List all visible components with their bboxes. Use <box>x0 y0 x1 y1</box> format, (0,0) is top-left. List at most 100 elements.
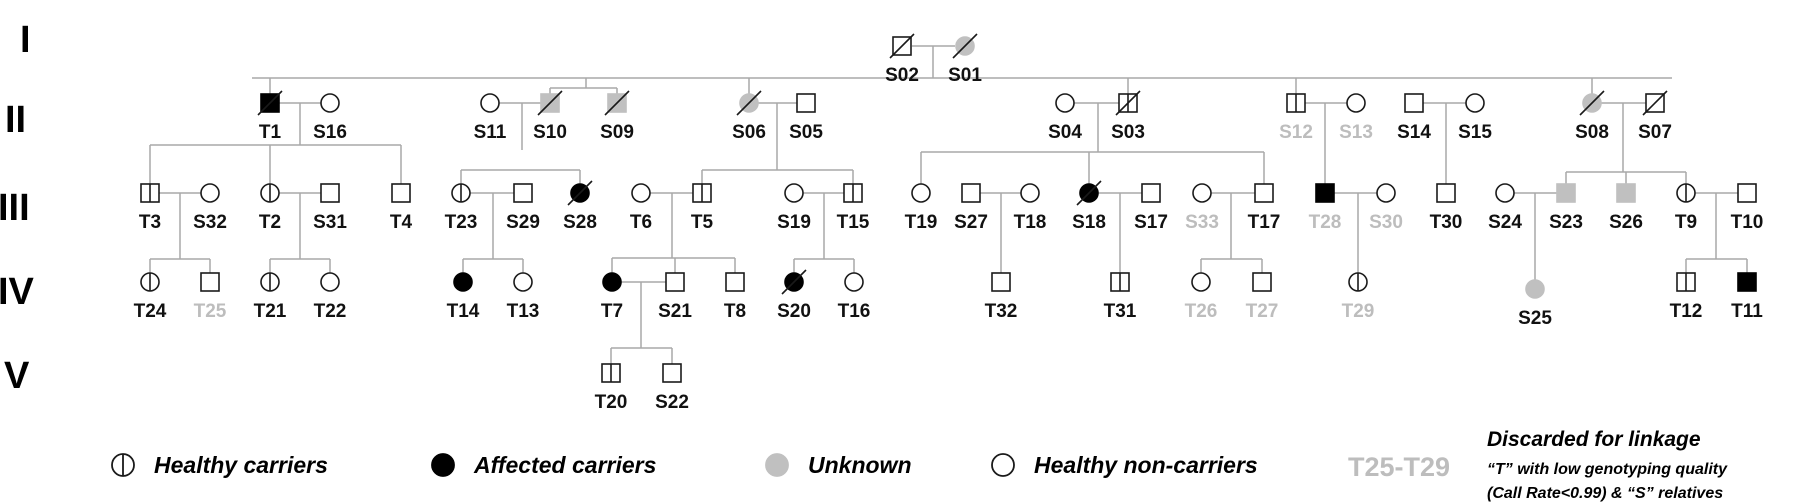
individual-label: S08 <box>1575 122 1609 143</box>
individual-label: T24 <box>134 301 167 322</box>
individual-label: T29 <box>1342 301 1375 322</box>
legend-healthy-non-carriers: Healthy non-carriers <box>1034 452 1258 478</box>
deceased-mark <box>781 269 807 295</box>
male-symbol <box>796 93 816 113</box>
male-symbol <box>991 272 1011 292</box>
female-symbol <box>1192 183 1212 203</box>
individual-label: T18 <box>1014 212 1047 233</box>
individual-s16: S16 <box>313 93 347 143</box>
individual-label: S13 <box>1339 122 1373 143</box>
individual-label: S06 <box>732 122 766 143</box>
female-symbol <box>1376 183 1396 203</box>
generation-labels: I II III IV V <box>0 19 35 397</box>
male-symbol <box>1616 183 1636 203</box>
individual-label: T7 <box>601 301 623 322</box>
individual-label: S24 <box>1488 212 1522 233</box>
individual-s01: S01 <box>948 33 982 86</box>
generation-label-IV: IV <box>0 271 35 313</box>
individual-s10: S10 <box>533 90 567 143</box>
female-symbol <box>911 183 931 203</box>
male-symbol <box>1404 93 1424 113</box>
female-symbol <box>1191 272 1211 292</box>
individual-label: T21 <box>254 301 287 322</box>
individual-s14: S14 <box>1397 93 1431 143</box>
individual-t8: T8 <box>724 272 746 322</box>
individual-label: T15 <box>837 212 870 233</box>
female-symbol <box>1495 183 1515 203</box>
individual-t16: T16 <box>838 272 870 322</box>
individual-t7: T7 <box>601 272 623 322</box>
legend-noncarrier-icon <box>991 453 1015 477</box>
individual-label: T9 <box>1675 212 1697 233</box>
legend-discarded-range: T25-T29 <box>1348 452 1450 482</box>
individual-label: S18 <box>1072 212 1106 233</box>
deceased-mark <box>1115 90 1141 116</box>
deceased-mark <box>567 180 593 206</box>
male-symbol <box>1254 183 1274 203</box>
individual-s30: S30 <box>1369 183 1403 233</box>
legend: Healthy carriers Affected carriers Unkno… <box>111 428 1728 502</box>
individual-label: T23 <box>445 212 478 233</box>
individual-t14: T14 <box>447 272 480 322</box>
female-symbol <box>631 183 651 203</box>
individual-t24: T24 <box>134 272 167 322</box>
individual-t30: T30 <box>1430 183 1462 233</box>
generation-label-I: I <box>20 19 31 61</box>
female-symbol <box>480 93 500 113</box>
individual-t17: T17 <box>1248 183 1280 233</box>
individual-label: S03 <box>1111 122 1145 143</box>
legend-carrier-icon <box>111 453 135 477</box>
individual-label: T10 <box>1731 212 1764 233</box>
individual-t26: T26 <box>1185 272 1218 322</box>
deceased-mark <box>952 33 978 59</box>
individual-s05: S05 <box>789 93 823 143</box>
individual-t11: T11 <box>1731 272 1763 322</box>
individual-t21: T21 <box>254 272 287 322</box>
individual-t2: T2 <box>259 183 281 233</box>
individual-label: S04 <box>1048 122 1082 143</box>
individual-label: T27 <box>1246 301 1279 322</box>
male-symbol <box>1436 183 1456 203</box>
individual-s13: S13 <box>1339 93 1373 143</box>
individual-t6: T6 <box>630 183 652 233</box>
individual-label: S07 <box>1638 122 1672 143</box>
generation-label-II: II <box>5 99 26 141</box>
individual-t1: T1 <box>257 90 283 143</box>
individual-label: T11 <box>1731 301 1763 322</box>
deceased-mark <box>736 90 762 116</box>
male-symbol <box>1315 183 1335 203</box>
individual-t13: T13 <box>507 272 539 322</box>
female-symbol <box>1525 279 1545 299</box>
female-symbol <box>453 272 473 292</box>
deceased-mark <box>1579 90 1605 116</box>
individual-label: S11 <box>474 122 507 143</box>
male-symbol <box>1556 183 1576 203</box>
individual-symbols: S02 S01 T1 S16 S11 S10 S09 S06 S05 S04 S03 S12 S13 S1… <box>134 33 1764 413</box>
generation-label-III: III <box>0 187 30 229</box>
male-symbol <box>1737 272 1757 292</box>
individual-label: T12 <box>1670 301 1703 322</box>
deceased-mark <box>257 90 283 116</box>
individual-label: S05 <box>789 122 823 143</box>
individual-s07: S07 <box>1638 90 1672 143</box>
female-symbol <box>320 272 340 292</box>
female-symbol <box>1346 93 1366 113</box>
generation-label-V: V <box>4 355 30 397</box>
individual-t29: T29 <box>1342 272 1375 322</box>
individual-t22: T22 <box>314 272 346 322</box>
individual-label: T26 <box>1185 301 1218 322</box>
individual-t9: T9 <box>1675 183 1697 233</box>
individual-label: T2 <box>259 212 281 233</box>
individual-s22: S22 <box>655 363 689 413</box>
individual-label: S09 <box>600 122 634 143</box>
pedigree-lines <box>149 45 1748 364</box>
male-symbol <box>662 363 682 383</box>
individual-s12: S12 <box>1279 93 1313 143</box>
individual-s32: S32 <box>193 183 227 233</box>
individual-s24: S24 <box>1488 183 1522 233</box>
individual-label: T31 <box>1104 301 1137 322</box>
individual-s29: S29 <box>506 183 540 233</box>
female-symbol <box>602 272 622 292</box>
female-symbol <box>200 183 220 203</box>
male-symbol <box>1252 272 1272 292</box>
